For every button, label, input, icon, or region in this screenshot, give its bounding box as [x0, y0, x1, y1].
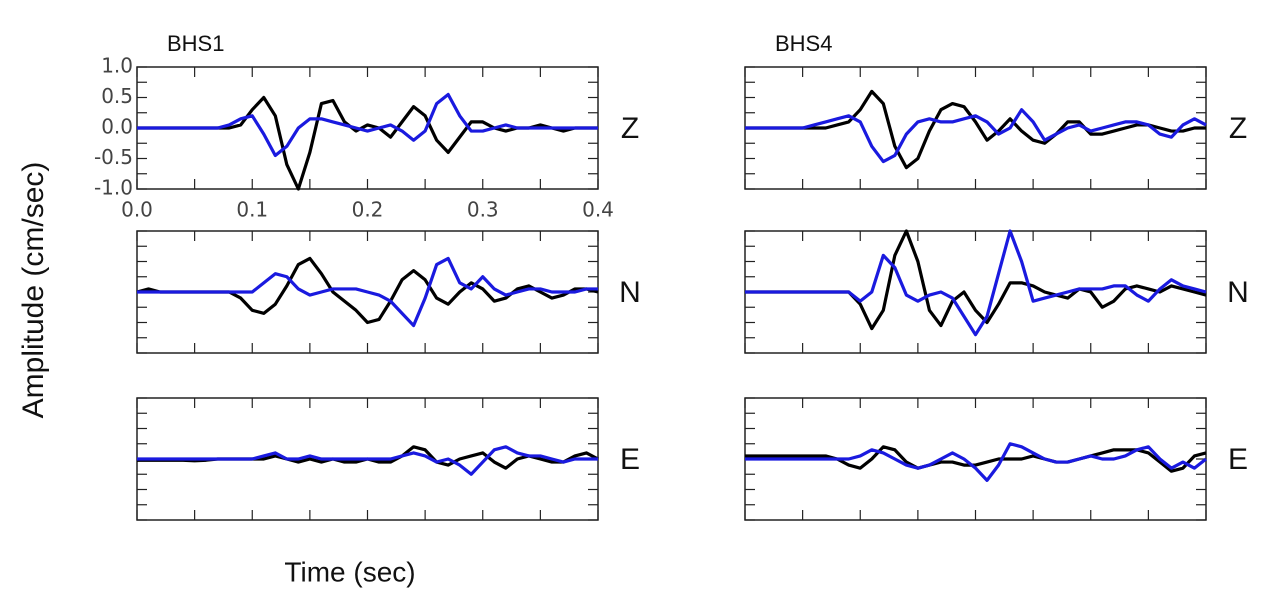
- series-line: [745, 89, 1206, 170]
- x-tick-label: 0.3: [467, 198, 499, 222]
- component-label: E: [620, 443, 640, 476]
- y-tick-label: -0.5: [94, 145, 133, 169]
- x-tick-label: 0.0: [121, 198, 153, 222]
- series-line: [745, 229, 1207, 337]
- series-line: [137, 92, 598, 158]
- x-tick-label: 0.1: [236, 198, 268, 222]
- y-tick-label: 0.5: [101, 84, 133, 108]
- panel-title: BHS1: [167, 31, 224, 56]
- y-tick-label: 0.0: [101, 115, 133, 139]
- y-tick-label: 1.0: [101, 54, 133, 78]
- component-label: E: [1228, 443, 1248, 476]
- series-line: [137, 256, 598, 328]
- series-line: [745, 108, 1207, 164]
- y-axis-label: Amplitude (cm/sec): [17, 162, 50, 419]
- series-line: [745, 229, 1207, 331]
- series-line: [745, 442, 1207, 482]
- x-tick-label: 0.2: [352, 198, 384, 222]
- series-line: [137, 95, 598, 191]
- x-axis-label: Time (sec): [284, 556, 415, 587]
- series-line: [137, 445, 598, 476]
- x-tick-label: 0.4: [582, 198, 614, 222]
- component-label: Z: [1229, 112, 1247, 145]
- component-label: N: [1227, 276, 1249, 309]
- series-line: [745, 445, 1207, 473]
- panel-title: BHS4: [775, 31, 832, 56]
- component-label: Z: [621, 112, 639, 145]
- y-tick-label: -1.0: [94, 176, 133, 200]
- component-label: N: [619, 276, 641, 309]
